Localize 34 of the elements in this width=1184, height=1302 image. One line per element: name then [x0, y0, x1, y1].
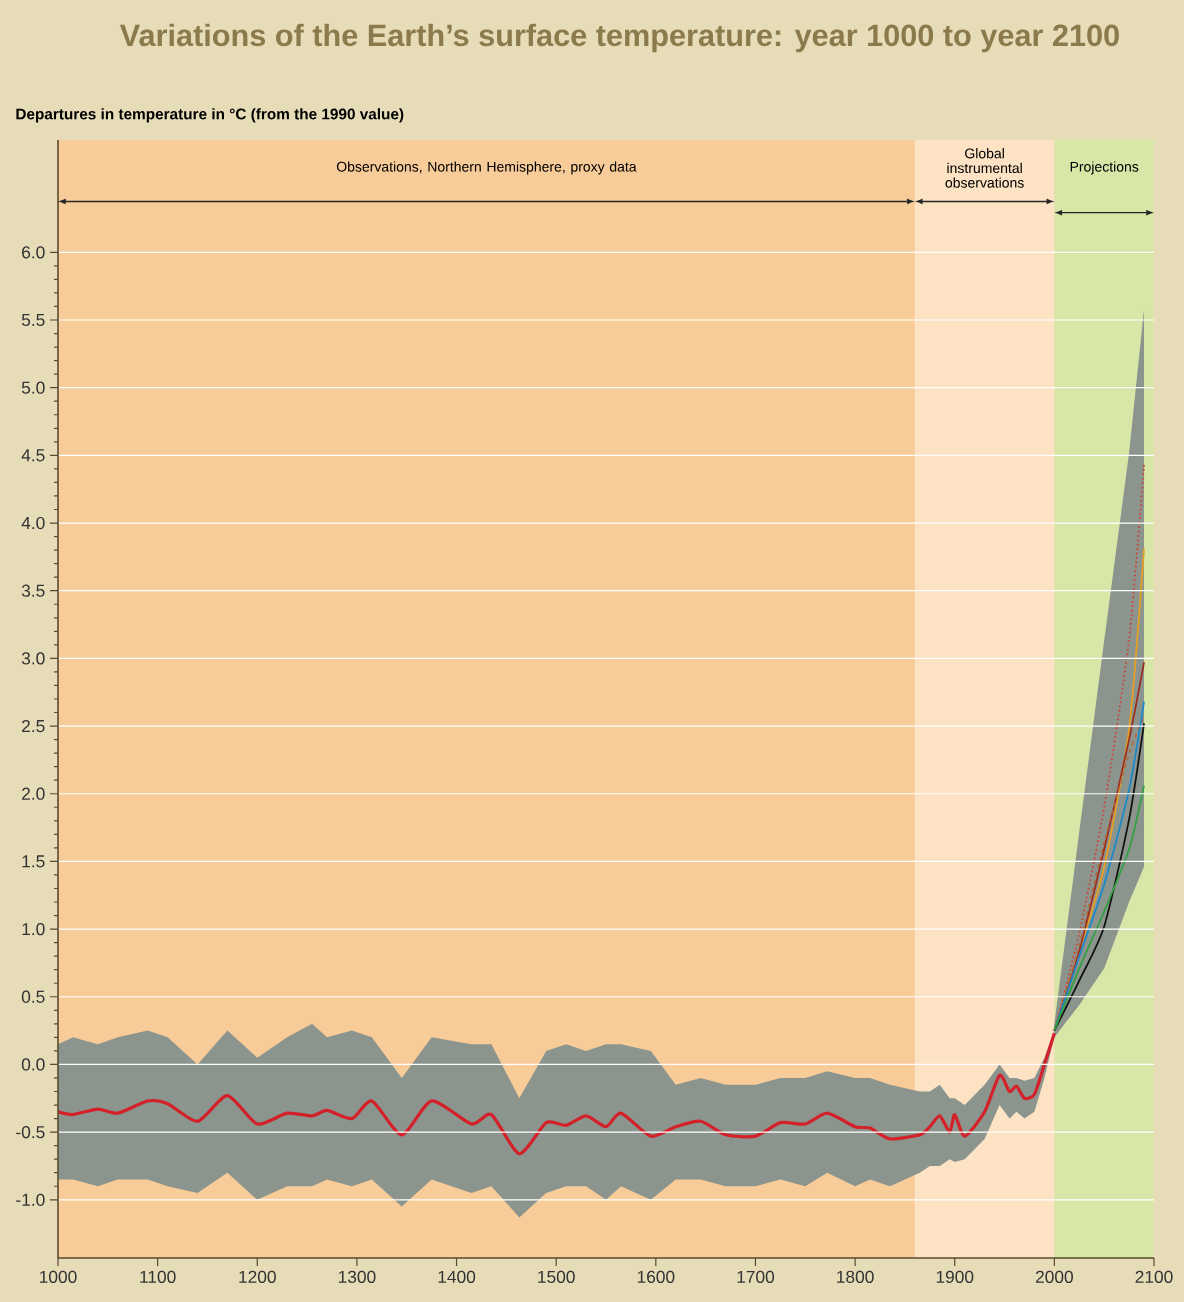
y-tick-label: 4.0 [21, 516, 45, 530]
x-tick-label: 1200 [239, 1270, 276, 1283]
y-axis-title: Departures in temperature in °C (from the 1990 value) [16, 108, 404, 123]
y-tick-label: 0.0 [21, 1058, 45, 1071]
x-tick-label: 2000 [1035, 1270, 1073, 1283]
x-tick-label: 1800 [837, 1270, 874, 1283]
band-label: Global instrumental observations [945, 148, 1024, 188]
band-label: Projections [1070, 161, 1139, 175]
band-label: Observations, Northern Hemisphere, proxy data [336, 161, 637, 175]
y-tick-label: -0.5 [16, 1125, 45, 1139]
x-tick-label: 1000 [40, 1270, 77, 1283]
y-tick-label: 1.5 [22, 855, 45, 868]
x-tick-label: 2100 [1135, 1270, 1173, 1283]
y-tick-label: 3.0 [21, 652, 45, 665]
y-tick-label: 2.0 [22, 787, 45, 800]
y-tick-label: 0.5 [21, 990, 45, 1003]
line-series [1053, 784, 1145, 1032]
x-tick-label: 1100 [140, 1270, 176, 1283]
x-tick-label: 1400 [438, 1270, 476, 1283]
y-tick-label: 2.5 [22, 719, 45, 733]
y-tick-label: 4.5 [21, 449, 45, 462]
x-tick-label: 1600 [637, 1270, 675, 1283]
x-tick-label: 1300 [338, 1270, 376, 1283]
y-tick-label: 5.0 [21, 381, 45, 394]
y-tick-label: 5.5 [21, 313, 45, 327]
y-tick-label: 1.0 [22, 922, 45, 936]
y-tick-label: 6.0 [22, 246, 45, 259]
y-tick-label: -1.0 [16, 1193, 45, 1206]
y-tick-label: 3.5 [21, 584, 45, 597]
x-tick-label: 1900 [936, 1270, 974, 1283]
line-series [58, 1031, 1056, 1156]
x-tick-label: 1700 [737, 1270, 775, 1283]
x-tick-label: 1500 [538, 1270, 575, 1283]
chart-title: Variations of the Earth’s surface temperature: year 1000 to year 2100 [119, 23, 1119, 53]
